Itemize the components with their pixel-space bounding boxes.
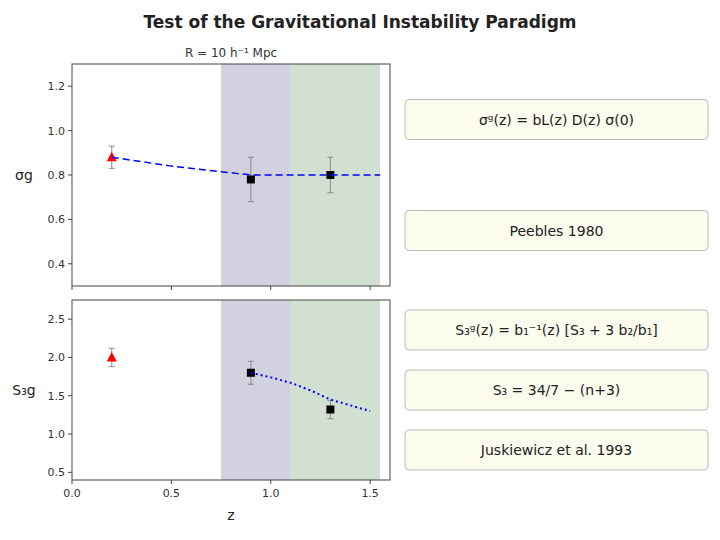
tick-label: 0.8 (48, 169, 66, 182)
title: Test of the Gravitational Instability Pa… (143, 12, 576, 32)
panel: 0.5 1.0 1.5 2.0 2.5 0.0 0.5 1.0 1.5 S₃g z S₃ᵍ(z) = … (12, 300, 708, 523)
line (112, 157, 380, 175)
tick (68, 434, 72, 435)
tick (270, 286, 271, 290)
tick (68, 130, 72, 131)
shaded-span (221, 300, 291, 480)
annotation: Peebles 1980 (405, 211, 708, 251)
point (107, 152, 117, 162)
error-bar (248, 361, 254, 384)
line (251, 373, 370, 411)
tick (68, 263, 72, 264)
tick-label: 2.0 (48, 351, 66, 364)
annotation-text: Juskiewicz et al. 1993 (480, 442, 632, 458)
tick (370, 480, 371, 484)
annotation: σᵍ(z) = bL(z) D(z) σ(0) (405, 100, 708, 140)
tick (68, 175, 72, 176)
tick (68, 219, 72, 220)
tick-label: 0.5 (48, 466, 66, 479)
annotation-text: σᵍ(z) = bL(z) D(z) σ(0) (479, 112, 634, 128)
plot-frame (72, 64, 390, 286)
tick (68, 472, 72, 473)
plot-data (107, 64, 380, 286)
tick-label: 0.6 (48, 213, 66, 226)
point (247, 175, 255, 183)
annotation: Juskiewicz et al. 1993 (405, 430, 708, 470)
tick (270, 480, 271, 484)
tick (72, 480, 73, 484)
annotation-box (405, 310, 708, 350)
tick (68, 357, 72, 358)
annotation-text: Peebles 1980 (510, 223, 604, 239)
annotation-box (405, 370, 708, 410)
tick-label: 0.5 (163, 487, 181, 500)
tick-label: 1.2 (48, 80, 66, 93)
tick (68, 319, 72, 320)
annotation-text: S₃ = 34/7 − (n+3) (493, 382, 621, 398)
plot-area (72, 300, 390, 480)
tick (171, 480, 172, 484)
point (107, 352, 117, 362)
panel: Test of the Gravitational Instability Pa… (15, 12, 708, 290)
tick-label: 1.5 (361, 487, 379, 500)
point (326, 406, 334, 414)
annotation-box (405, 211, 708, 251)
tick-label: 1.0 (48, 125, 66, 138)
tick (68, 395, 72, 396)
shaded-span (291, 300, 380, 480)
tick (370, 286, 371, 290)
plot-frame (72, 300, 390, 480)
error-bar (248, 157, 254, 201)
annotation-box (405, 430, 708, 470)
tick-label: 1.5 (48, 390, 66, 403)
axis-label: S₃g (12, 382, 35, 398)
annotation-text: S₃ᵍ(z) = b₁⁻¹(z) [S₃ + 3 b₂/b₁] (455, 322, 657, 338)
tick-label: 0.0 (63, 487, 81, 500)
tick (68, 86, 72, 87)
tick-label: 1.0 (262, 487, 280, 500)
axis-label: z (227, 507, 234, 523)
background (0, 0, 720, 540)
tick-label: 0.4 (48, 258, 66, 271)
annotation: S₃ᵍ(z) = b₁⁻¹(z) [S₃ + 3 b₂/b₁] (405, 310, 708, 350)
tick (171, 286, 172, 290)
plot-area (72, 64, 390, 286)
plot-data (107, 300, 380, 480)
axis-label: σg (15, 167, 33, 183)
tick-label: 2.5 (48, 313, 66, 326)
annotation: S₃ = 34/7 − (n+3) (405, 370, 708, 410)
annotation-box (405, 100, 708, 140)
chart: Test of the Gravitational Instability Pa… (0, 0, 720, 540)
panel-title: R = 10 h⁻¹ Mpc (185, 46, 277, 60)
tick-label: 1.0 (48, 428, 66, 441)
error-bar (327, 400, 333, 418)
tick (72, 286, 73, 290)
